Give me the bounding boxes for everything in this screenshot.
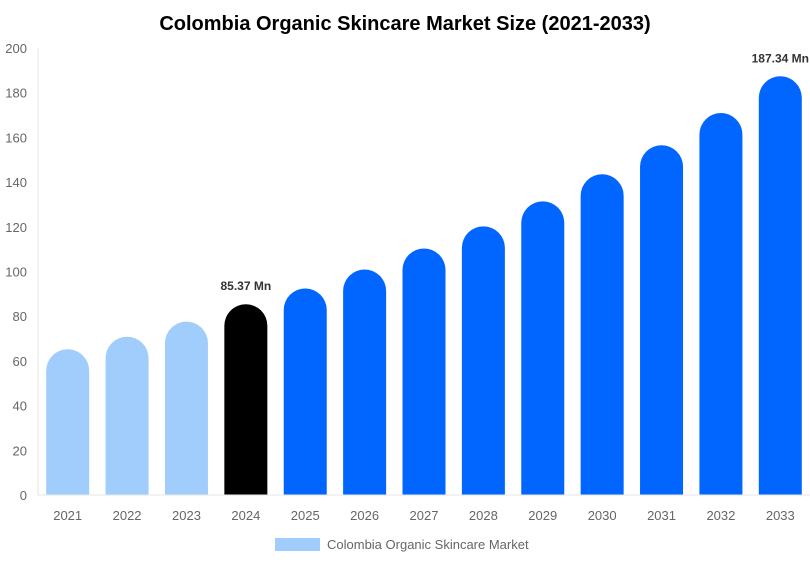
- bar-2029[interactable]: [521, 201, 565, 496]
- y-tick-label: 180: [5, 86, 27, 101]
- y-tick-label: 0: [20, 488, 27, 503]
- x-tick-label: 2028: [469, 508, 498, 523]
- bar-2031[interactable]: [640, 145, 684, 495]
- x-tick-label: 2024: [231, 508, 260, 523]
- y-tick-label: 120: [5, 220, 27, 235]
- bar-2028[interactable]: [461, 226, 505, 495]
- bar-2030[interactable]: [580, 174, 624, 495]
- y-tick-label: 40: [13, 399, 27, 414]
- y-tick-label: 60: [13, 354, 27, 369]
- legend[interactable]: Colombia Organic Skincare Market: [275, 537, 529, 552]
- bar-2026[interactable]: [343, 269, 387, 495]
- x-tick-label: 2023: [172, 508, 201, 523]
- x-tick-label: 2027: [410, 508, 439, 523]
- x-axis: 2021 2022 2023 2024 2025 2026 2027 2028 2029 2030…: [38, 494, 810, 523]
- y-axis: 0 20 40 60 80 100 120 140 160 180 200: [5, 41, 39, 503]
- y-tick-label: 140: [5, 175, 27, 190]
- x-tick-label: 2032: [706, 508, 735, 523]
- x-tick-label: 2026: [350, 508, 379, 523]
- bar-2023[interactable]: [164, 321, 208, 495]
- data-label: 85.37 Mn: [220, 279, 271, 293]
- bar-2033[interactable]: [758, 76, 802, 495]
- bar-2022[interactable]: [105, 336, 149, 495]
- x-tick-label: 2033: [766, 508, 795, 523]
- y-tick-label: 20: [13, 443, 27, 458]
- y-tick-label: 100: [5, 265, 27, 280]
- bar-2025[interactable]: [283, 288, 327, 495]
- y-tick-label: 80: [13, 309, 27, 324]
- x-tick-label: 2021: [53, 508, 82, 523]
- data-label: 187.34 Mn: [752, 51, 809, 65]
- x-tick-label: 2022: [113, 508, 142, 523]
- bar-2027[interactable]: [402, 248, 446, 495]
- legend-swatch: [275, 538, 320, 551]
- x-tick-label: 2025: [291, 508, 320, 523]
- bars: [46, 76, 802, 496]
- y-tick-label: 200: [5, 41, 27, 56]
- legend-label: Colombia Organic Skincare Market: [327, 537, 529, 552]
- y-tick-label: 160: [5, 130, 27, 145]
- x-tick-label: 2031: [647, 508, 676, 523]
- chart-title: Colombia Organic Skincare Market Size (2…: [159, 13, 650, 35]
- data-labels: 85.37 Mn 187.34 Mn: [220, 51, 809, 293]
- x-tick-label: 2030: [588, 508, 617, 523]
- x-tick-label: 2029: [528, 508, 557, 523]
- bar-2021[interactable]: [46, 349, 90, 495]
- bar-2024[interactable]: [224, 304, 268, 495]
- bar-2032[interactable]: [699, 113, 743, 495]
